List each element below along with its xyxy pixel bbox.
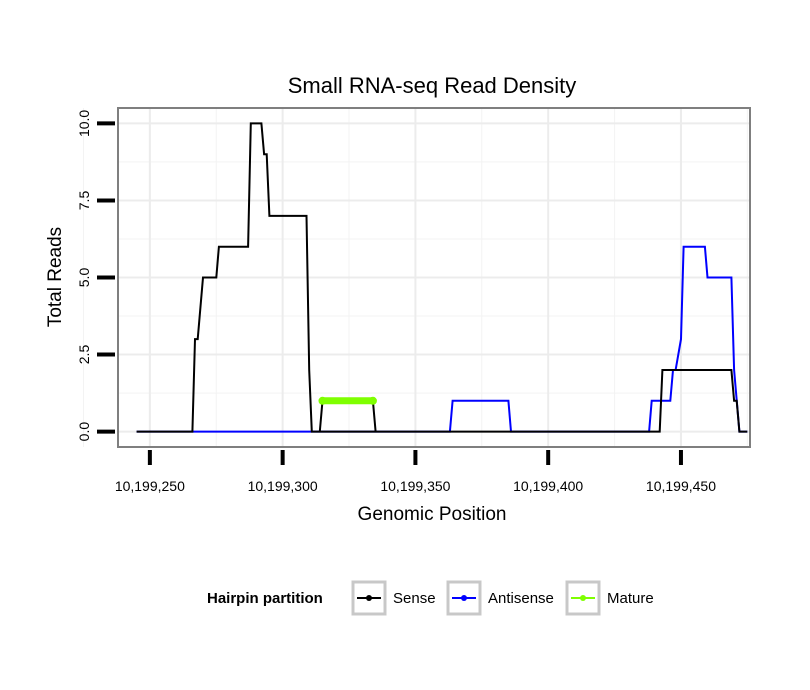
y-axis: 0.0 2.5 5.0 7.5 10.0 [76,110,115,442]
legend: Hairpin partition Sense Antisense Mature [207,580,654,616]
legend-item-antisense: Antisense [446,580,554,616]
x-tick-label: 10,199,400 [513,478,583,494]
legend-label-sense: Sense [393,590,436,607]
mature-point [368,396,377,405]
legend-item-mature: Mature [565,580,654,616]
y-tick-label: 5.0 [76,268,92,288]
x-tick-label: 10,199,450 [646,478,716,494]
x-axis: 10,199,250 10,199,300 10,199,350 10,199,400… [115,450,716,494]
mature-point [318,396,327,405]
legend-item-sense: Sense [351,580,436,616]
x-tick-label: 10,199,300 [248,478,318,494]
legend-label-mature: Mature [607,590,654,607]
legend-label-antisense: Antisense [488,590,554,607]
y-axis-title: Total Reads [45,227,66,327]
legend-point-antisense [461,595,467,601]
y-tick-label: 2.5 [76,345,92,365]
x-tick-label: 10,199,250 [115,478,185,494]
series-layer [136,122,748,433]
chart-title: Small RNA-seq Read Density [288,73,577,98]
plot-border [117,107,751,448]
x-tick-label: 10,199,350 [380,478,450,494]
y-tick-label: 10.0 [76,110,92,137]
x-axis-title: Genomic Position [358,504,507,525]
y-tick-label: 0.0 [76,422,92,442]
legend-point-sense [366,595,372,601]
series-line-sense [136,122,748,433]
grid-lines [82,108,750,447]
y-tick-label: 7.5 [76,191,92,211]
legend-point-mature [580,595,586,601]
legend-title: Hairpin partition [207,590,323,607]
